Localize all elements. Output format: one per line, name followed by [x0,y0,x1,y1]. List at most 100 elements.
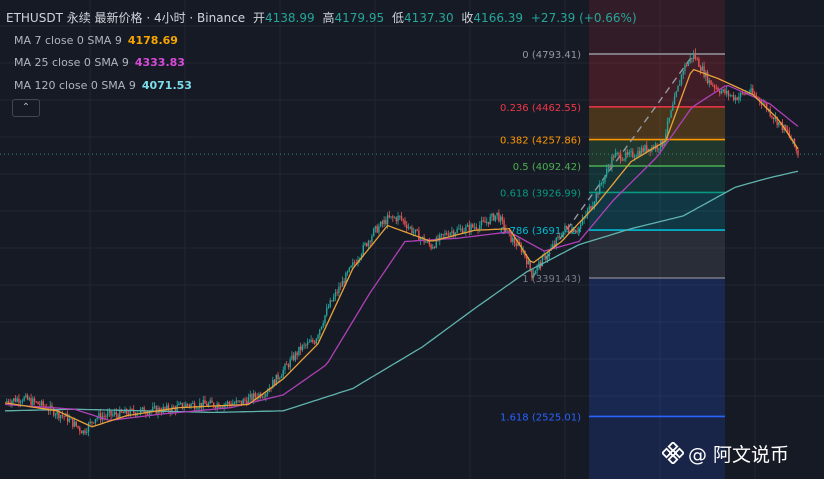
candle-body [538,262,540,266]
candle-body [686,64,688,66]
candle-body [604,175,606,182]
collapse-legend-button[interactable]: ⌃ [12,99,40,117]
candle-body [51,405,53,409]
candle-body [395,217,397,222]
candle-body [555,237,557,246]
candle-body [444,233,446,235]
candle-body [564,225,566,232]
candle-body [393,217,396,219]
candle-body [506,230,509,232]
candle-body [412,232,415,233]
candle-body [82,430,84,434]
candle-body [548,250,551,257]
candle-body [614,152,617,158]
candle-body [646,145,648,152]
candle-body [329,300,331,307]
fib-level-label: 1 (3391.43) [522,274,581,285]
candle-body [442,233,444,235]
candle-body [369,241,371,242]
candle-body [677,85,679,92]
candle-body [39,404,41,406]
candle-body [47,410,50,411]
candle-body [579,224,582,229]
ma25-legend[interactable]: MA 25 close 0 SMA 9 4333.83 [14,56,185,69]
candle-body [25,395,27,398]
candle-body [736,97,738,101]
candle-body [79,427,81,432]
candle-body [520,245,523,253]
candle-body [91,421,93,423]
ma120-legend[interactable]: MA 120 close 0 SMA 9 4071.53 [14,79,192,92]
candle-body [310,340,312,342]
candle-body [35,401,38,403]
candle-body [553,244,556,246]
candle-body [776,117,778,126]
candle-body [701,66,704,71]
candle-body [606,168,608,176]
candle-body [291,355,293,360]
candle-body [388,215,391,218]
candle-body [407,227,410,229]
chevron-up-icon: ⌃ [21,102,31,113]
candle-body [263,396,265,398]
candle-body [390,216,392,218]
candle-body [576,231,578,233]
candle-body [352,262,354,266]
candle-body [372,228,375,236]
candle-body [129,408,131,416]
candle-body [155,406,157,414]
candle-body [699,66,702,71]
candle-body [73,421,76,427]
candle-body [559,236,561,238]
binance-logo-icon [660,440,686,469]
candle-body [148,411,151,415]
ma7-line [4,68,799,428]
candle-body [612,156,615,158]
candle-body [146,414,149,415]
candle-body [486,221,488,223]
candle-body [750,88,752,93]
candle-body [119,409,121,418]
candle-body [246,400,248,405]
candle-body [597,193,599,195]
candle-body [691,57,693,60]
candle-body [527,260,530,265]
candle-body [99,413,102,420]
candle-body [242,399,244,405]
candle-body [418,230,420,241]
candle-body [633,157,636,158]
candle-body [30,398,32,405]
candle-body [590,206,592,209]
candle-body [616,152,618,154]
candle-body [279,377,281,380]
candle-body [167,405,170,411]
candle-body [639,151,641,156]
candle-body [713,85,716,88]
ma7-legend[interactable]: MA 7 close 0 SMA 9 4178.69 [14,34,178,47]
candle-body [670,110,672,118]
candle-body [301,345,304,351]
candle-body [479,225,481,230]
fib-level-label: 1.618 (2525.01) [500,412,581,423]
candle-body [275,374,277,386]
candle-body [687,61,690,66]
fib-zone [589,416,725,479]
candle-body [785,125,787,130]
candle-body [306,342,309,345]
candle-body [572,228,575,233]
candle-body [172,406,175,408]
candle-body [341,281,344,287]
candle-body [106,412,109,417]
candle-body [381,221,384,224]
candle-body [609,167,611,169]
candle-body [178,403,180,406]
candle-body [458,228,460,230]
candle-body [61,415,64,416]
candle-body [185,403,187,407]
candle-body [54,414,57,416]
candle-body [498,212,500,222]
candle-body [712,84,714,86]
candle-body [473,226,476,228]
candle-body [11,400,13,404]
